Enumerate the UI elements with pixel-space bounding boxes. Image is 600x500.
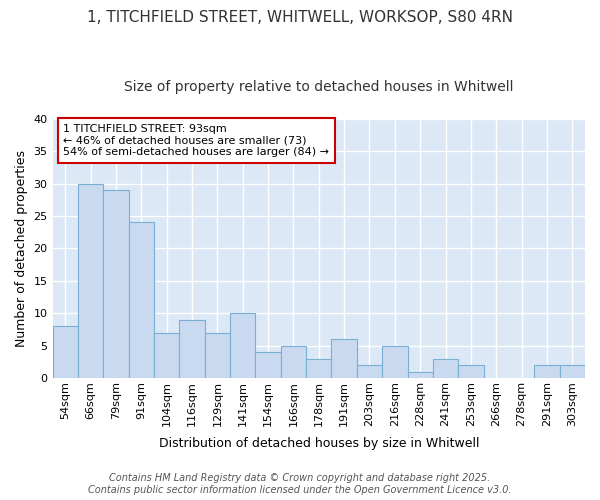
Bar (306, 358, 331, 378)
Y-axis label: Number of detached properties: Number of detached properties (15, 150, 28, 347)
Title: Size of property relative to detached houses in Whitwell: Size of property relative to detached ho… (124, 80, 514, 94)
Bar (154, 332, 179, 378)
Bar (433, 358, 458, 378)
Bar (382, 346, 407, 378)
Text: Contains HM Land Registry data © Crown copyright and database right 2025.
Contai: Contains HM Land Registry data © Crown c… (88, 474, 512, 495)
X-axis label: Distribution of detached houses by size in Whitwell: Distribution of detached houses by size … (158, 437, 479, 450)
Bar (256, 352, 281, 378)
Bar (458, 365, 484, 378)
Bar (78, 184, 103, 378)
Bar (560, 365, 585, 378)
Bar (103, 190, 128, 378)
Bar (230, 313, 256, 378)
Text: 1, TITCHFIELD STREET, WHITWELL, WORKSOP, S80 4RN: 1, TITCHFIELD STREET, WHITWELL, WORKSOP,… (87, 10, 513, 25)
Bar (128, 222, 154, 378)
Bar (281, 346, 306, 378)
Bar (179, 320, 205, 378)
Bar (205, 332, 230, 378)
Bar (407, 372, 433, 378)
Bar (331, 339, 357, 378)
Bar (53, 326, 78, 378)
Bar (534, 365, 560, 378)
Text: 1 TITCHFIELD STREET: 93sqm
← 46% of detached houses are smaller (73)
54% of semi: 1 TITCHFIELD STREET: 93sqm ← 46% of deta… (63, 124, 329, 157)
Bar (357, 365, 382, 378)
